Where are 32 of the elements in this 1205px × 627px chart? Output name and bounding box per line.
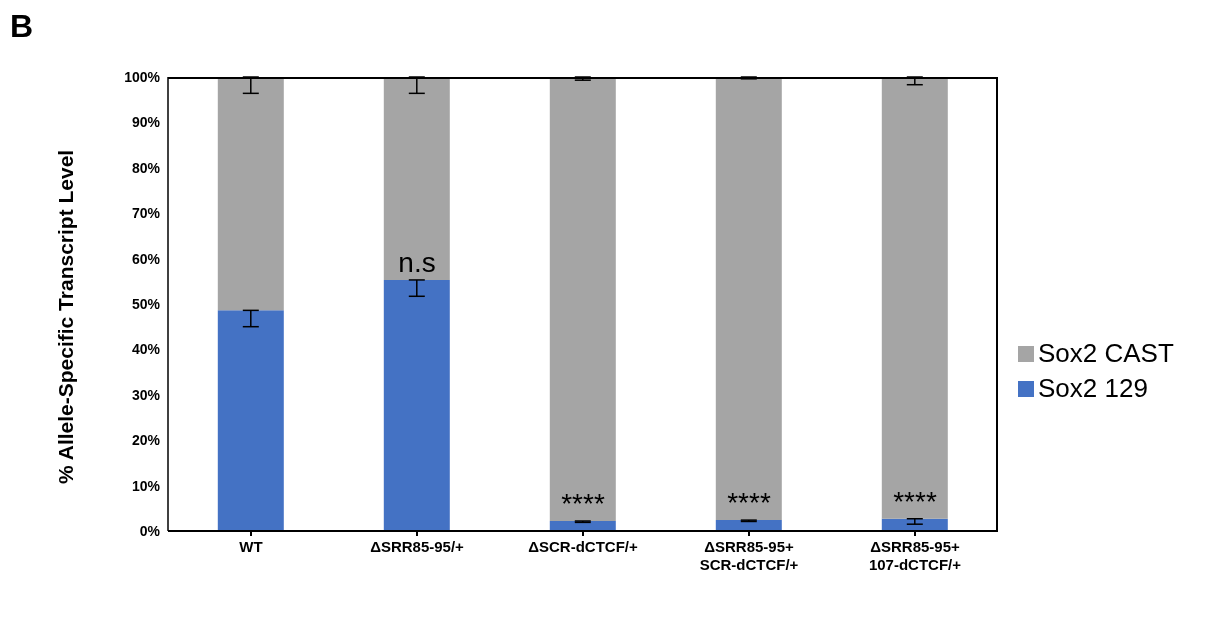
y-tick-label: 30% (131, 386, 161, 403)
x-tick-label: ΔSCR-dCTCF/+ (528, 538, 638, 555)
x-tick-label: ΔSRR85-95+ 107-dCTCF/+ (868, 538, 962, 573)
y-tick-label: 40% (131, 341, 161, 358)
annotation: **** (561, 488, 605, 520)
bar (881, 77, 948, 519)
bar (217, 310, 284, 531)
y-axis-title: % Allele-Specific Transcript Level (54, 149, 78, 484)
bar (549, 77, 616, 522)
y-tick-label: 80% (131, 159, 161, 176)
y-tick-label: 90% (131, 114, 161, 131)
bar (383, 279, 450, 531)
y-tick-label: 50% (131, 295, 161, 312)
y-tick-label: 70% (131, 205, 161, 222)
bar (715, 520, 782, 531)
y-tick-label: 20% (131, 432, 161, 449)
x-tick-label: ΔSRR85-95+ SCR-dCTCF/+ (699, 538, 799, 573)
legend-label: Sox2 129 (1037, 373, 1149, 404)
y-tick-label: 60% (131, 250, 161, 267)
y-tick-label: 0% (139, 522, 161, 539)
legend-label: Sox2 CAST (1037, 338, 1174, 369)
x-tick-label: WT (239, 538, 263, 555)
y-tick-label: 10% (131, 477, 161, 494)
bar (383, 77, 450, 280)
annotation: **** (727, 487, 771, 519)
y-tick-label: 100% (124, 68, 161, 85)
chart-title: B (10, 8, 34, 45)
bar (217, 77, 284, 311)
bar (715, 77, 782, 521)
annotation: n.s (398, 246, 436, 278)
x-tick-label: ΔSRR85-95/+ (370, 538, 465, 555)
annotation: **** (893, 485, 937, 517)
